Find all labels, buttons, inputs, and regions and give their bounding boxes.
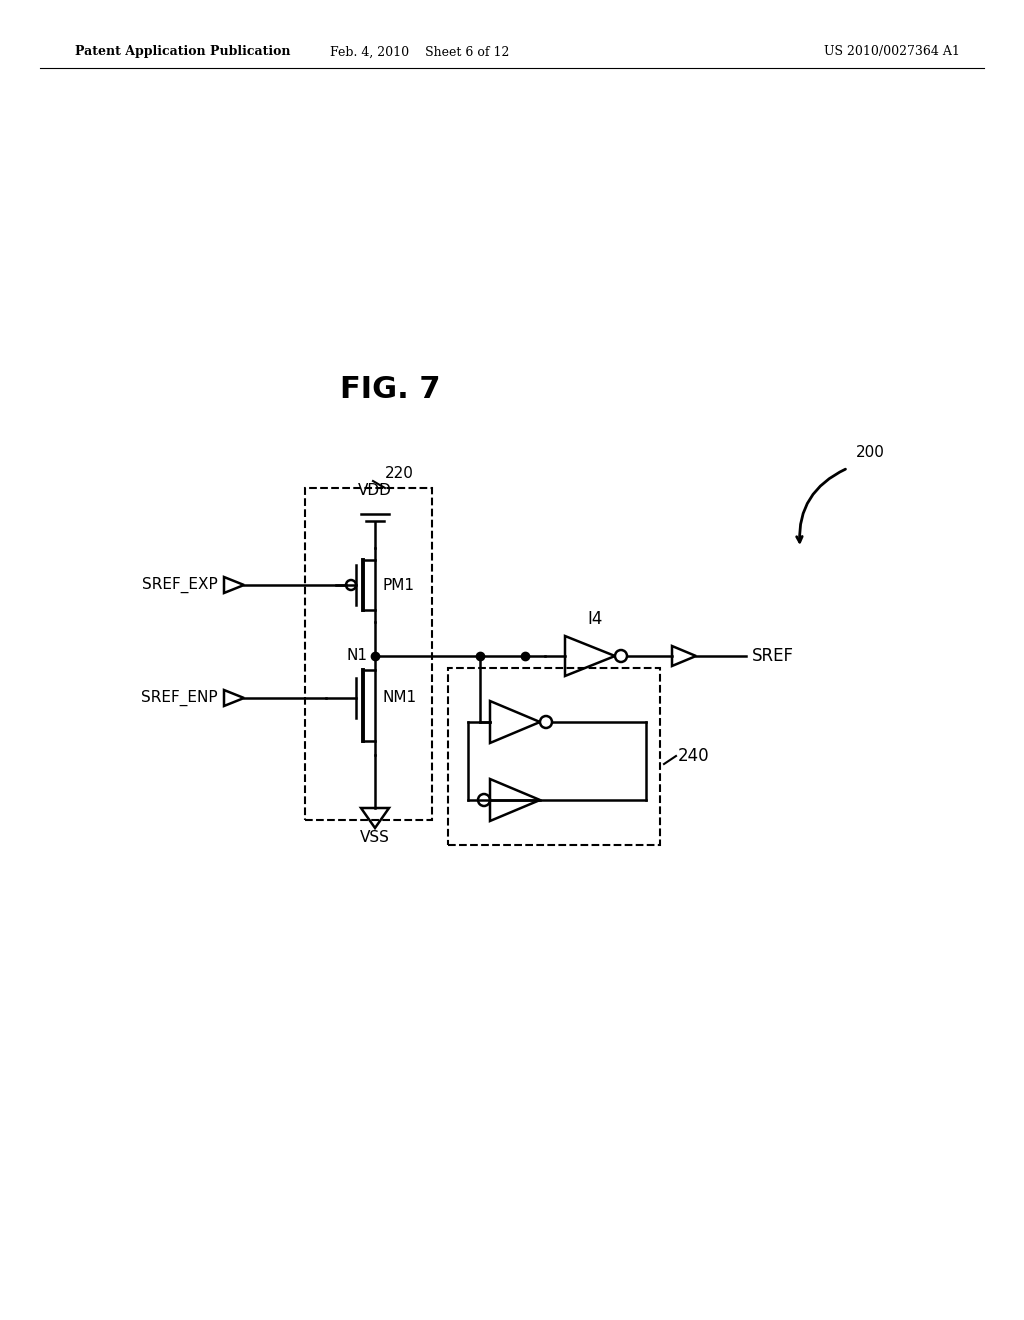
Text: 200: 200 bbox=[856, 445, 885, 459]
Text: SREF_ENP: SREF_ENP bbox=[141, 690, 218, 706]
Text: SREF_EXP: SREF_EXP bbox=[142, 577, 218, 593]
Text: Feb. 4, 2010    Sheet 6 of 12: Feb. 4, 2010 Sheet 6 of 12 bbox=[331, 45, 510, 58]
Text: SREF: SREF bbox=[752, 647, 794, 665]
Text: N1: N1 bbox=[346, 648, 367, 664]
Text: US 2010/0027364 A1: US 2010/0027364 A1 bbox=[824, 45, 961, 58]
Text: Patent Application Publication: Patent Application Publication bbox=[75, 45, 291, 58]
Text: NM1: NM1 bbox=[383, 690, 417, 705]
Text: VDD: VDD bbox=[358, 483, 392, 498]
Bar bbox=[305, 488, 432, 820]
Text: PM1: PM1 bbox=[383, 578, 415, 593]
Text: 220: 220 bbox=[385, 466, 414, 482]
Text: I4: I4 bbox=[588, 610, 603, 628]
Text: FIG. 7: FIG. 7 bbox=[340, 375, 440, 404]
Text: VSS: VSS bbox=[360, 830, 390, 845]
Text: 240: 240 bbox=[678, 747, 710, 766]
Bar bbox=[449, 668, 660, 845]
